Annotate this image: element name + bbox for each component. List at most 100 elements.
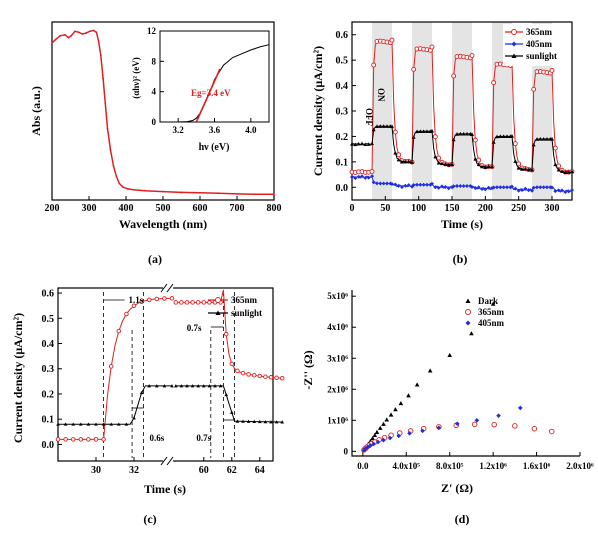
data-point <box>77 31 80 34</box>
y-tick-label: 0.0 <box>336 183 349 194</box>
data-point <box>213 384 217 388</box>
data-point <box>254 193 257 196</box>
axes <box>351 290 580 457</box>
data-point <box>126 187 129 190</box>
off-label: OFF <box>364 108 374 126</box>
data-point <box>425 182 429 187</box>
data-point <box>458 184 463 189</box>
data-point <box>523 166 528 171</box>
data-point <box>512 423 518 429</box>
data-point <box>483 165 488 169</box>
x-tick-label: 200 <box>45 203 60 214</box>
data-point <box>381 124 386 128</box>
data-point <box>541 136 546 141</box>
inset-x-tick-label: 4.0 <box>245 125 257 135</box>
data-point <box>179 300 184 305</box>
data-point <box>117 422 121 426</box>
data-point <box>425 129 429 133</box>
data-point <box>389 37 395 43</box>
data-point <box>490 164 494 169</box>
y-tick-label: 0 <box>344 446 349 456</box>
data-point <box>217 192 220 195</box>
data-point <box>570 169 574 174</box>
y-tick-label: 4x10⁶ <box>327 322 348 332</box>
inset-y-tick-label: 12 <box>147 26 157 36</box>
data-point <box>411 135 416 139</box>
data-point <box>451 137 456 142</box>
data-point <box>155 384 159 388</box>
data-point <box>531 425 538 432</box>
data-point <box>398 400 404 406</box>
data-point <box>512 141 518 147</box>
legend-item: 365nm <box>505 27 553 37</box>
data-point <box>360 174 364 179</box>
data-point <box>526 167 531 172</box>
data-point <box>97 40 100 43</box>
light-on-band <box>452 22 472 200</box>
data-point <box>480 164 484 169</box>
data-point <box>406 183 411 188</box>
data-point <box>470 185 474 190</box>
data-point <box>350 175 354 180</box>
data-point <box>381 421 386 426</box>
data-point <box>268 375 274 380</box>
y-tick-label: 0.4 <box>42 339 55 350</box>
inset-y-tick-label: 4 <box>152 87 157 97</box>
data-point <box>415 182 419 187</box>
data-point <box>406 159 411 163</box>
x-tick-label: 4.0x10⁵ <box>393 461 421 471</box>
data-point <box>92 29 95 32</box>
data-point <box>491 185 496 190</box>
legend-marker <box>465 298 471 303</box>
data-point <box>207 300 212 305</box>
data-point <box>393 407 398 412</box>
series-405nm <box>350 174 574 194</box>
data-point <box>252 419 256 424</box>
inset-frame <box>159 30 270 123</box>
legend-label: 365nm <box>526 27 553 37</box>
data-point <box>545 185 549 190</box>
series-line <box>58 385 172 425</box>
data-point <box>240 370 246 376</box>
data-point <box>70 437 76 442</box>
data-point <box>74 30 76 33</box>
data-point <box>560 169 564 173</box>
data-point <box>545 136 549 141</box>
data-point <box>236 192 238 195</box>
legend-marker <box>465 320 471 326</box>
data-point <box>469 331 474 336</box>
series-365nm <box>55 289 285 442</box>
data-point <box>93 437 99 442</box>
data-point <box>190 300 195 305</box>
legend-marker <box>215 297 221 303</box>
data-point <box>235 368 240 374</box>
data-point <box>560 188 564 193</box>
data-point <box>420 428 425 434</box>
y-axis-label: -Z'' (Ω) <box>301 350 315 389</box>
data-point <box>436 155 442 161</box>
y-tick-label: 0.2 <box>42 389 55 400</box>
data-point <box>371 127 376 132</box>
data-point <box>190 384 195 388</box>
inset-chart: 3.2 3.6 4.0 0 4 8 12 hν (eV) (αhν)² (eV) Eg=3.… <box>131 26 270 153</box>
data-point <box>470 132 474 136</box>
data-point <box>108 364 114 369</box>
x-axis-label: Z' (Ω) <box>441 481 473 495</box>
data-point <box>553 162 558 167</box>
inset-x-tick-label: 3.2 <box>173 125 185 135</box>
data-point <box>388 412 394 417</box>
data-point <box>79 422 83 426</box>
data-point <box>356 174 361 179</box>
data-point <box>385 124 389 128</box>
inset-y-label: (αhν)² (eV) <box>131 57 141 98</box>
x-tick-label: 400 <box>119 203 134 214</box>
data-point <box>465 131 469 136</box>
x-axis-label: Wavelength (nm) <box>119 217 207 231</box>
data-point <box>553 189 558 194</box>
data-point <box>263 419 268 424</box>
data-point <box>366 175 371 180</box>
data-point <box>396 152 402 158</box>
data-point <box>476 162 481 167</box>
legend-label: 405nm <box>526 39 553 49</box>
legend-item: sunlight <box>505 51 557 61</box>
